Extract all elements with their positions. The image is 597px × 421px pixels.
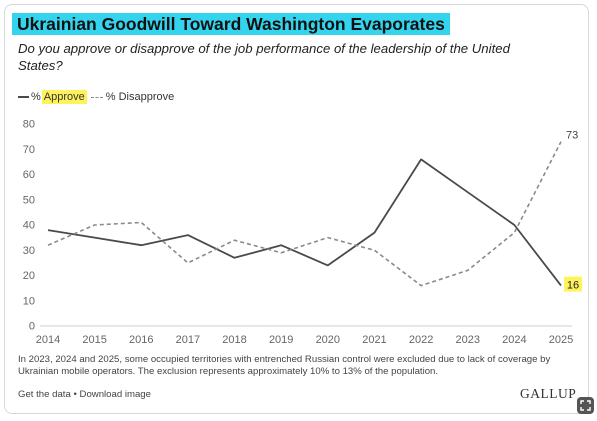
legend-swatch-disapprove: [90, 96, 103, 98]
legend-item-approve: % Approve: [18, 90, 87, 104]
y-tick-label: 50: [23, 194, 35, 206]
footer-separator: •: [73, 389, 77, 400]
x-tick-label: 2018: [222, 334, 246, 346]
y-tick-label: 70: [23, 144, 35, 156]
y-tick-label: 40: [23, 220, 35, 232]
end-label-disapprove: 73: [566, 130, 578, 142]
legend-approve-label: Approve: [41, 90, 87, 104]
x-tick-label: 2021: [362, 334, 386, 346]
footnote: In 2023, 2024 and 2025, some occupied te…: [18, 354, 551, 377]
chart-title: Ukrainian Goodwill Toward Washington Eva…: [12, 13, 450, 35]
x-tick-label: 2023: [455, 334, 479, 346]
chart-subtitle: Do you approve or disapprove of the job …: [18, 41, 510, 73]
end-label-approve-highlight: [564, 276, 582, 292]
x-tick-label: 2022: [409, 334, 433, 346]
x-tick-label: 2016: [129, 334, 153, 346]
y-tick-label: 80: [23, 119, 35, 131]
get-data-link[interactable]: Get the data: [18, 389, 71, 400]
y-tick-label: 0: [29, 321, 35, 333]
x-tick-label: 2024: [502, 334, 526, 346]
x-tick-label: 2017: [176, 334, 200, 346]
footer-links: Get the data • Download image: [18, 389, 151, 400]
series-line-approve: [47, 158, 562, 287]
y-tick-label: 60: [23, 169, 35, 181]
x-tick-label: 2014: [36, 334, 60, 346]
download-image-link[interactable]: Download image: [79, 389, 151, 400]
expand-icon: [580, 400, 591, 411]
legend-disapprove-label: % Disapprove: [105, 91, 175, 103]
expand-button[interactable]: [577, 397, 594, 414]
y-tick-label: 20: [23, 270, 35, 282]
gallup-logo: GALLUP: [520, 386, 577, 401]
legend-swatch-approve: [18, 96, 29, 98]
legend-item-disapprove: % Disapprove: [87, 91, 174, 103]
x-tick-label: 2015: [82, 334, 106, 346]
end-label-approve: 16: [567, 280, 579, 292]
legend: % Approve % Disapprove: [18, 90, 174, 104]
x-tick-label: 2025: [549, 334, 573, 346]
x-tick-label: 2020: [316, 334, 340, 346]
y-tick-label: 30: [23, 245, 35, 257]
x-tick-label: 2019: [269, 334, 293, 346]
title-block: Ukrainian Goodwill Toward Washington Eva…: [12, 13, 450, 35]
legend-approve-prefix: %: [31, 91, 41, 103]
y-tick-label: 10: [23, 295, 35, 307]
series-line-disapprove: [47, 141, 562, 287]
